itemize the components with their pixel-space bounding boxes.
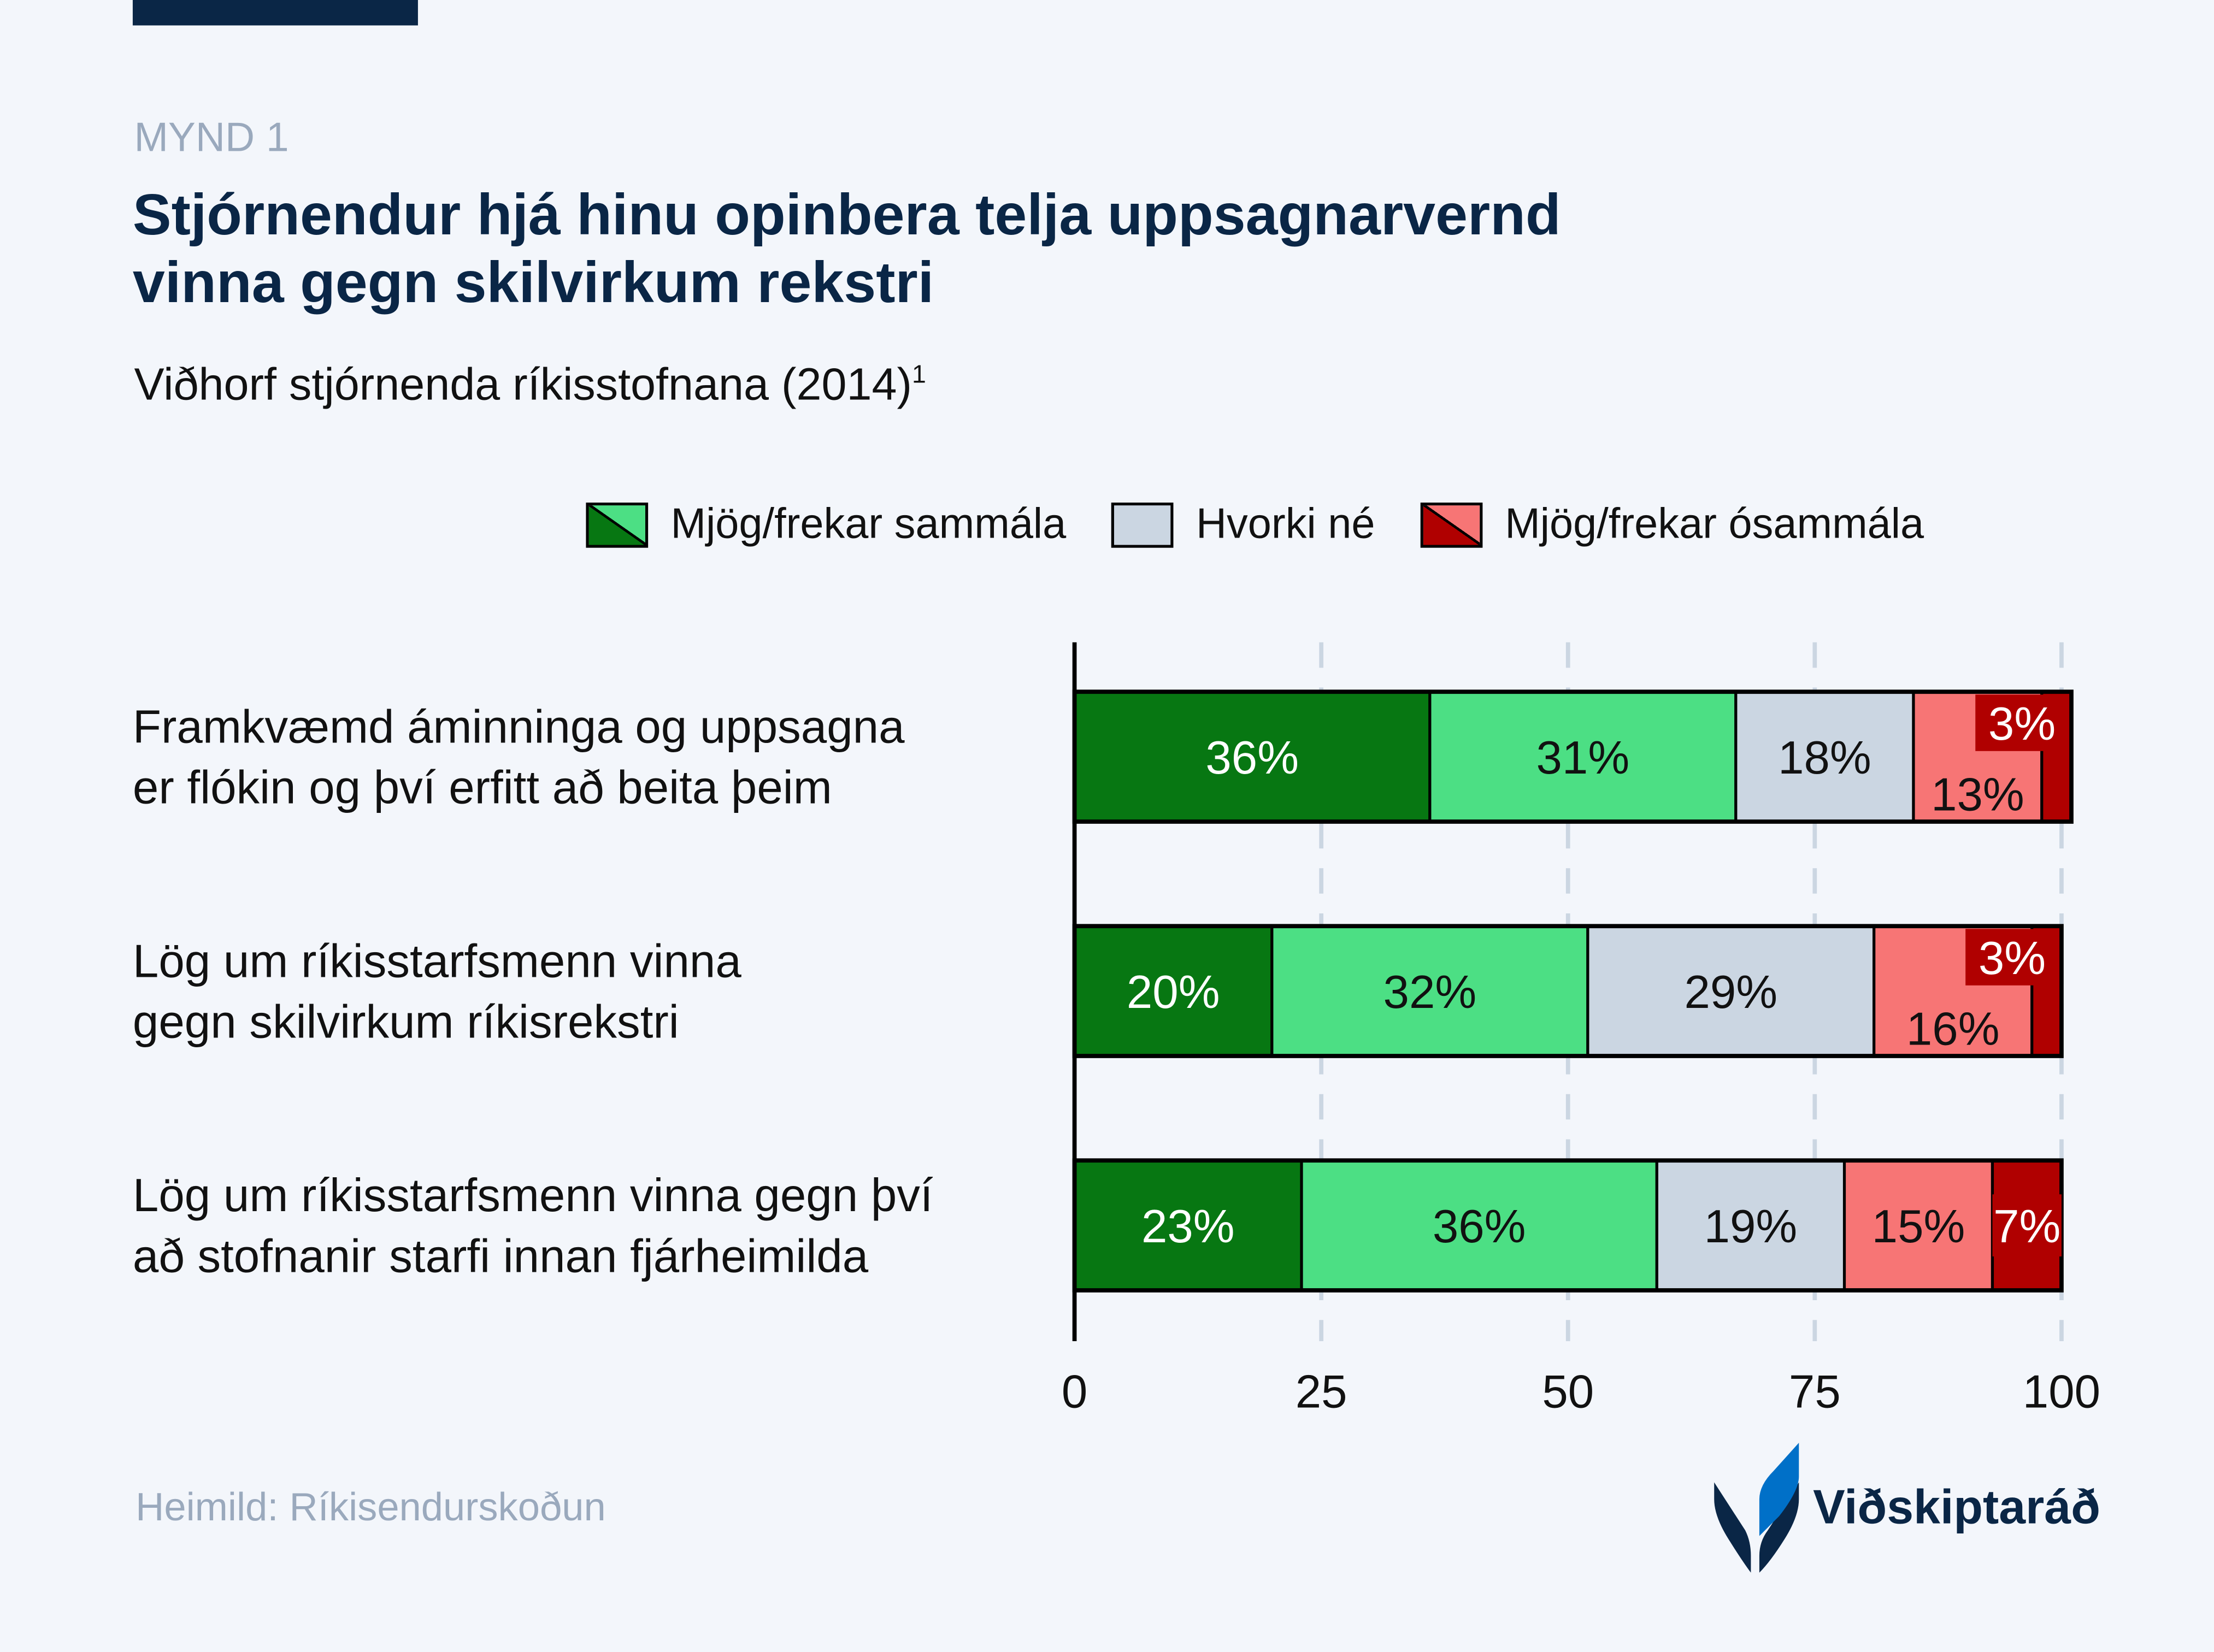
x-tick-label: 75 bbox=[1789, 1366, 1841, 1418]
data-label: 7% bbox=[1993, 1201, 2060, 1253]
data-label: 36% bbox=[1205, 732, 1299, 784]
legend-swatch-agree bbox=[586, 502, 649, 548]
category-line: Framkvæmd áminninga og uppsagna bbox=[132, 700, 905, 753]
category-line: Lög um ríkisstarfsmenn vinna bbox=[132, 934, 741, 987]
data-label: 19% bbox=[1704, 1201, 1798, 1253]
data-label: 16% bbox=[1906, 1003, 2000, 1055]
bar-segment bbox=[1073, 690, 1432, 823]
category-line: er flókin og því erfitt að beita þeim bbox=[132, 760, 832, 813]
footnote-marker: 1 bbox=[911, 359, 926, 388]
source-note: Heimild: Ríkisendurskoðun bbox=[136, 1485, 606, 1529]
legend-label: Mjög/frekar sammála bbox=[670, 501, 1067, 548]
legend-label: Hvorki né bbox=[1196, 501, 1375, 548]
data-label: 18% bbox=[1778, 732, 1871, 784]
title-line-1: Stjórnendur hjá hinu opinbera telja upps… bbox=[132, 182, 1561, 247]
category-label: Framkvæmd áminninga og uppsagna er flóki… bbox=[133, 696, 905, 817]
x-tick-label: 25 bbox=[1296, 1366, 1347, 1418]
legend-item-agree: Mjög/frekar sammála bbox=[586, 501, 1066, 549]
chart-title: Stjórnendur hjá hinu opinbera telja upps… bbox=[133, 181, 2110, 316]
legend-swatch-neutral bbox=[1111, 502, 1174, 548]
x-tick-label: 0 bbox=[1062, 1366, 1087, 1418]
legend-swatch-disagree bbox=[1420, 502, 1482, 548]
data-label: 3% bbox=[1988, 698, 2056, 750]
legend-label: Mjög/frekar ósammála bbox=[1505, 501, 1924, 548]
data-label: 15% bbox=[1872, 1201, 1965, 1253]
category-line: Lög um ríkisstarfsmenn vinna gegn því bbox=[132, 1169, 933, 1222]
bar-segment bbox=[1428, 690, 1738, 823]
x-tick-label: 50 bbox=[1542, 1366, 1594, 1418]
bar-segment bbox=[1842, 1159, 1994, 1292]
data-label: 31% bbox=[1536, 732, 1630, 784]
category-line: gegn skilvirkum ríkisrekstri bbox=[132, 995, 679, 1048]
x-tick-label: 100 bbox=[2023, 1366, 2100, 1418]
data-label: 32% bbox=[1383, 966, 1477, 1018]
legend-item-neutral: Hvorki né bbox=[1111, 501, 1375, 549]
data-label: 20% bbox=[1127, 966, 1220, 1018]
logo-icon bbox=[1714, 1443, 1799, 1573]
data-label-background bbox=[1965, 929, 2059, 986]
data-label: 13% bbox=[1931, 769, 2024, 821]
logo-text: Viðskiptaráð bbox=[1813, 1480, 2100, 1534]
data-label: 29% bbox=[1684, 966, 1777, 1018]
subtitle-text: Viðhorf stjórnenda ríkisstofnana (2014) bbox=[134, 358, 912, 410]
figure-kicker: MYND 1 bbox=[134, 115, 289, 161]
logo: Viðskiptaráð bbox=[1711, 1443, 2100, 1573]
data-label: 3% bbox=[1979, 933, 2046, 984]
legend: Mjög/frekar sammála Hvorki né Mjög/freka… bbox=[586, 501, 1969, 549]
accent-bar bbox=[132, 0, 418, 26]
bar-segment bbox=[1300, 1159, 1658, 1292]
chart-subtitle: Viðhorf stjórnenda ríkisstofnana (2014)1 bbox=[134, 358, 926, 411]
category-label: Lög um ríkisstarfsmenn vinna gegn því að… bbox=[133, 1165, 933, 1286]
data-label-background bbox=[1992, 1194, 2062, 1256]
data-label: 23% bbox=[1141, 1201, 1235, 1253]
legend-item-disagree: Mjög/frekar ósammála bbox=[1420, 501, 1924, 549]
data-label: 36% bbox=[1433, 1201, 1526, 1253]
data-label-background bbox=[1975, 694, 2069, 751]
bar-segment bbox=[1586, 924, 1876, 1058]
category-label: Lög um ríkisstarfsmenn vinna gegn skilvi… bbox=[133, 930, 741, 1052]
category-line: að stofnanir starfi innan fjárheimilda bbox=[132, 1229, 869, 1282]
title-line-2: vinna gegn skilvirkum rekstri bbox=[132, 250, 934, 315]
